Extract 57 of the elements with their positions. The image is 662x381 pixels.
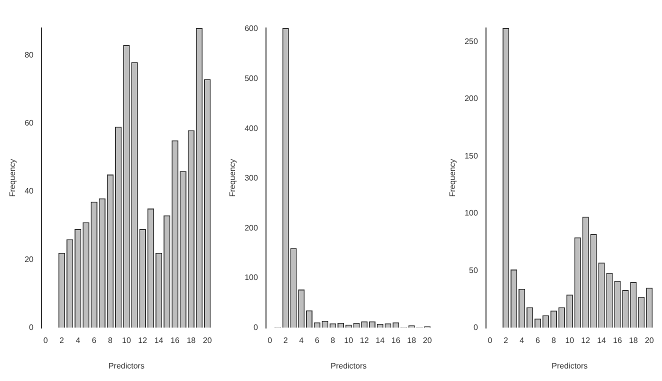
y-tick-label: 80: [24, 50, 34, 60]
x-tick-label: 16: [170, 336, 180, 345]
y-tick-label: 400: [244, 124, 258, 133]
x-tick-label: 12: [138, 336, 148, 345]
y-tick-label: 200: [464, 94, 478, 104]
x-tick-label: 14: [597, 336, 607, 345]
x-tick-label: 14: [154, 336, 164, 345]
x-tick-label: 6: [92, 336, 97, 345]
y-tick-label: 200: [244, 223, 258, 232]
y-tick-label: 250: [464, 36, 478, 46]
y-tick-label: 0: [473, 323, 478, 332]
y-tick-label: 20: [24, 254, 34, 264]
x-tick-label: 4: [520, 336, 525, 345]
x-tick-label: 0: [43, 336, 48, 345]
x-tick-label: 0: [488, 336, 493, 345]
y-tick-label: 100: [464, 208, 478, 218]
x-tick-label: 2: [283, 336, 288, 345]
y-axis-title: Frequency: [228, 159, 238, 197]
x-tick-label: 20: [202, 336, 212, 345]
x-tick-label: 0: [268, 336, 273, 345]
x-tick-label: 2: [60, 336, 64, 345]
x-tick-label: 8: [108, 336, 114, 345]
x-tick-label: 6: [314, 336, 320, 345]
y-axis-title: Frequency: [8, 159, 18, 197]
y-tick-label: 50: [469, 266, 478, 275]
x-tick-label: 20: [422, 336, 432, 345]
x-tick-label: 8: [330, 336, 336, 345]
x-tick-label: 4: [299, 336, 304, 345]
y-tick-label: 0: [29, 323, 34, 332]
x-axis-title: Predictors: [108, 361, 144, 370]
y-tick-label: 100: [244, 273, 258, 282]
x-axis-title: Predictors: [330, 361, 367, 370]
y-tick-label: 60: [24, 118, 34, 128]
x-tick-label: 10: [122, 336, 132, 345]
x-tick-label: 10: [344, 336, 354, 345]
x-tick-label: 4: [76, 336, 81, 345]
x-tick-label: 18: [186, 336, 196, 345]
x-tick-label: 18: [407, 336, 417, 345]
x-tick-label: 2: [504, 336, 509, 345]
x-tick-label: 10: [565, 336, 575, 345]
x-tick-label: 14: [376, 336, 386, 345]
y-tick-label: 0: [253, 323, 258, 332]
y-axis-title: Frequency: [448, 159, 458, 197]
x-axis-title: Predictors: [552, 361, 588, 370]
x-tick-label: 18: [628, 336, 638, 345]
x-tick-label: 12: [360, 336, 370, 345]
y-tick-label: 300: [244, 174, 258, 183]
y-tick-label: 500: [244, 74, 258, 83]
y-tick-label: 600: [244, 24, 258, 34]
x-tick-label: 16: [613, 336, 622, 345]
x-tick-label: 16: [391, 336, 401, 345]
y-tick-label: 150: [464, 151, 478, 160]
x-tick-label: 8: [551, 336, 556, 345]
x-tick-label: 12: [581, 336, 591, 345]
y-tick-label: 40: [24, 186, 34, 196]
x-tick-label: 6: [536, 336, 541, 345]
x-tick-label: 20: [644, 336, 654, 345]
